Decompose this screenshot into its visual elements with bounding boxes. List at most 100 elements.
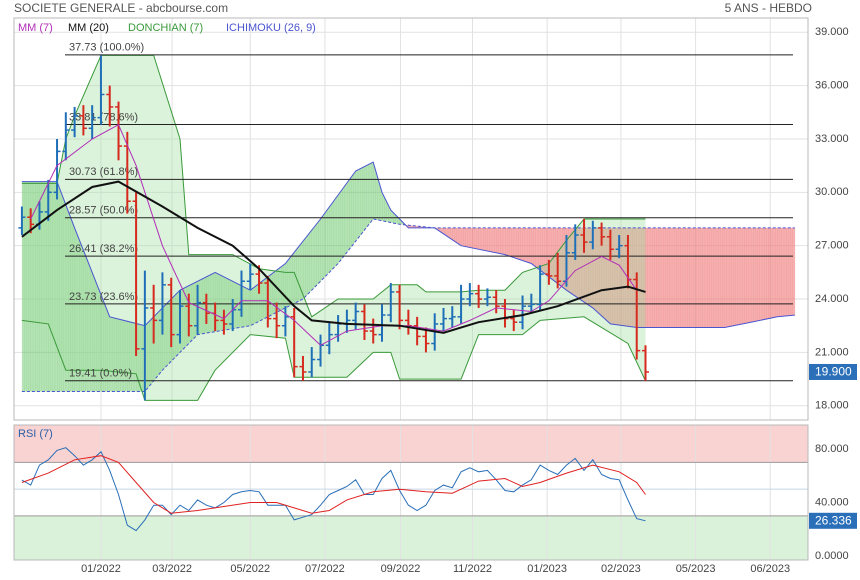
cloud-fill (687, 227, 690, 328)
cloud-fill (768, 227, 771, 319)
cloud-fill (726, 227, 730, 328)
price-frame (13, 17, 809, 421)
cloud-fill (483, 227, 486, 251)
cloud-fill (307, 232, 310, 295)
y-tick-label: 24.000 (815, 293, 849, 305)
y-tick-label: 39.000 (815, 26, 849, 38)
cloud-fill (783, 227, 787, 317)
cloud-fill (48, 181, 51, 392)
cloud-fill (542, 227, 545, 274)
legend-entry: DONCHIAN (7) (128, 22, 203, 34)
cloud-fill (605, 227, 609, 322)
cloud-fill (173, 294, 176, 360)
cloud-fill (331, 200, 335, 271)
cloud-fill (761, 227, 765, 320)
cloud-fill (500, 227, 504, 255)
cloud-fill (689, 227, 692, 328)
y-tick-label: 36.000 (815, 79, 849, 91)
cloud-fill (81, 244, 84, 392)
ichimoku-span-b (21, 218, 795, 392)
cloud-fill (175, 292, 179, 357)
cloud-fill (125, 320, 128, 392)
cloud-fill (693, 227, 697, 328)
fibonacci-label: 28.57 (50.0%) (69, 205, 138, 217)
cloud-fill (100, 294, 104, 392)
cloud-fill (638, 227, 642, 328)
cloud-fill (342, 185, 345, 258)
cloud-fill (375, 169, 378, 220)
cloud-fill (399, 219, 403, 225)
cloud-fill (98, 289, 102, 392)
cloud-fill (54, 181, 58, 392)
y-tick-label: 0.0000 (815, 550, 849, 562)
cloud-fill (750, 227, 754, 323)
cloud-fill (507, 227, 510, 257)
cloud-fill (316, 221, 319, 286)
cloud-fill (210, 273, 214, 333)
cloud-fill (105, 305, 108, 392)
cloud-fill (487, 227, 490, 252)
cloud-fill (158, 310, 161, 376)
cloud-fill (357, 168, 361, 239)
cloud-fill (529, 227, 532, 264)
cloud-fill (199, 279, 203, 335)
cloud-fill (515, 227, 519, 260)
cloud-fill (78, 239, 82, 392)
cloud-fill (559, 227, 563, 287)
cloud-fill (601, 227, 605, 318)
cloud-fill (83, 250, 86, 392)
chart-title: SOCIETE GENERALE - abcbourse.com (14, 1, 228, 15)
cloud-fill (114, 317, 117, 392)
cloud-fill (35, 181, 38, 392)
cloud-fill (480, 227, 484, 251)
cloud-fill (478, 227, 482, 250)
x-tick-label: 07/2022 (305, 563, 345, 575)
cloud-fill (669, 227, 673, 328)
cloud-fill (742, 227, 745, 324)
cloud-fill (781, 227, 785, 317)
cloud-fill (461, 227, 464, 247)
cloud-fill (612, 227, 616, 325)
donchian-upper (21, 54, 646, 318)
cloud-fill (766, 227, 769, 320)
cloud-fill (193, 282, 196, 340)
cloud-fill (318, 219, 321, 284)
cloud-fill (452, 227, 455, 242)
cloud-fill (790, 227, 793, 316)
cloud-fill (309, 230, 313, 293)
cloud-fill (728, 227, 732, 327)
cloud-fill (489, 227, 493, 252)
x-tick-label: 02/2023 (601, 563, 641, 575)
cloud-fill (120, 319, 124, 392)
cloud-fill (588, 227, 591, 307)
cloud-fill (366, 164, 370, 228)
cloud-fill (270, 273, 273, 316)
cloud-fill (329, 203, 332, 273)
cloud-fill (491, 227, 495, 253)
cloud-fill (494, 227, 497, 253)
cloud-fill (46, 181, 49, 392)
cloud-fill (63, 198, 67, 392)
cloud-fill (166, 301, 170, 366)
cloud-fill (340, 188, 343, 261)
cloud-fill (368, 163, 372, 225)
x-tick-label: 01/2023 (527, 563, 567, 575)
cloud-fill (351, 173, 354, 247)
cloud-fill (706, 227, 710, 328)
cloud-fill (551, 227, 554, 281)
x-tick-label: 05/2022 (230, 563, 270, 575)
cloud-fill (777, 227, 780, 317)
cloud-fill (57, 181, 60, 392)
cloud-fill (320, 215, 324, 282)
cloud-fill (252, 286, 255, 325)
cloud-fill (792, 227, 796, 316)
cloud-fill (632, 227, 635, 328)
x-tick-label: 01/2022 (81, 563, 121, 575)
cloud-fill (243, 286, 247, 327)
cloud-fill (287, 257, 291, 307)
y-tick-label: 27.000 (815, 240, 849, 252)
cloud-fill (731, 227, 734, 327)
fibonacci-label: 19.41 (0.0%) (69, 368, 132, 380)
cloud-fill (786, 227, 789, 316)
cloud-fill (526, 227, 530, 263)
